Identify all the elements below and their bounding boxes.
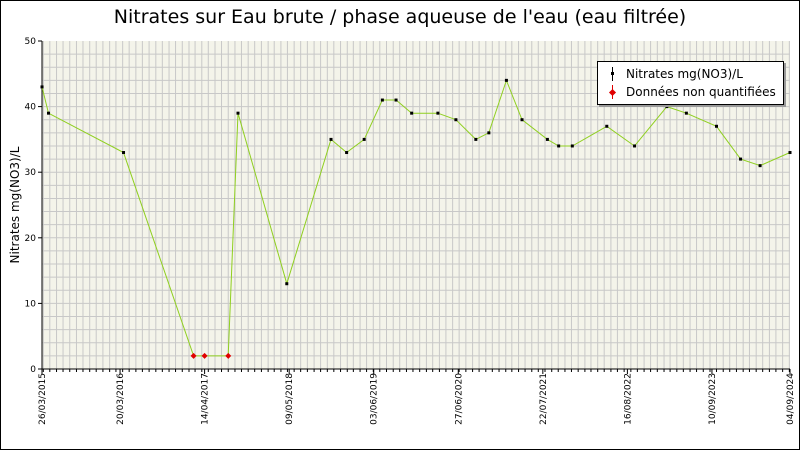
y-tick-label: 10 <box>25 299 37 309</box>
x-tick-label: 26/03/2015 <box>38 373 48 425</box>
x-tick-label: 27/06/2020 <box>454 373 464 425</box>
x-tick-label: 04/09/2024 <box>786 373 796 425</box>
chart-legend: Nitrates mg(NO3)/L Données non quantifié… <box>597 61 784 105</box>
y-tick-label: 50 <box>25 37 37 47</box>
data-point-nitrates <box>665 105 669 109</box>
data-point-non-quantified <box>190 352 197 359</box>
data-point-nitrates <box>380 98 384 102</box>
x-tick-label: 22/07/2021 <box>539 373 549 425</box>
legend-item-nitrates: Nitrates mg(NO3)/L <box>606 66 743 82</box>
data-point-nitrates <box>570 144 574 148</box>
legend-label-nitrates: Nitrates mg(NO3)/L <box>626 67 743 81</box>
legend-marker-non-quantified <box>606 84 620 100</box>
data-point-nitrates <box>504 78 508 82</box>
y-tick-label: 30 <box>25 168 37 178</box>
data-point-nitrates <box>454 118 458 122</box>
data-point-nitrates <box>758 164 762 168</box>
x-tick-label: 09/05/2018 <box>285 373 295 425</box>
chart-title: Nitrates sur Eau brute / phase aqueuse d… <box>113 6 687 28</box>
data-point-nitrates <box>236 111 240 115</box>
x-tick-label: 16/08/2022 <box>623 373 633 425</box>
legend-marker-nitrates <box>606 66 620 82</box>
data-point-nitrates <box>362 137 366 141</box>
legend-item-non-quantified: Données non quantifiées <box>606 84 776 100</box>
y-tick-label: 40 <box>25 103 37 113</box>
data-point-nitrates <box>788 151 792 155</box>
data-point-nitrates <box>739 157 743 161</box>
data-point-non-quantified <box>201 352 208 359</box>
data-point-nitrates <box>684 111 688 115</box>
data-point-nitrates <box>47 111 51 115</box>
data-point-nitrates <box>40 85 44 89</box>
x-tick-label: 20/03/2016 <box>116 373 126 425</box>
x-tick-label: 03/06/2019 <box>370 373 380 425</box>
data-point-nitrates <box>410 111 414 115</box>
data-point-nitrates <box>474 137 478 141</box>
data-point-nitrates <box>329 137 333 141</box>
data-point-nitrates <box>394 98 398 102</box>
data-point-non-quantified <box>225 352 232 359</box>
data-point-nitrates <box>633 144 637 148</box>
x-tick-label: 14/04/2017 <box>201 373 211 425</box>
data-point-nitrates <box>436 111 440 115</box>
data-point-nitrates <box>345 151 349 155</box>
data-point-nitrates <box>605 124 609 128</box>
data-point-nitrates <box>122 151 126 155</box>
data-point-nitrates <box>557 144 561 148</box>
legend-label-non-quantified: Données non quantifiées <box>626 85 776 99</box>
data-point-nitrates <box>487 131 491 135</box>
data-point-nitrates <box>520 118 524 122</box>
y-tick-label: 0 <box>30 365 36 375</box>
data-point-nitrates <box>545 137 549 141</box>
data-point-nitrates <box>715 124 719 128</box>
data-point-nitrates <box>285 282 289 286</box>
x-tick-label: 10/09/2023 <box>708 373 718 425</box>
y-tick-label: 20 <box>25 234 37 244</box>
